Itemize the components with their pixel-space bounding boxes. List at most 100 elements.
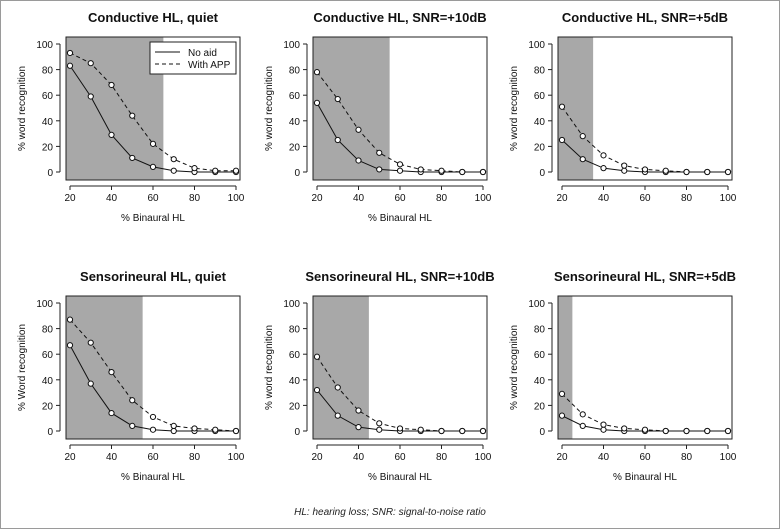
data-point-no-aid <box>66 342 74 349</box>
x-tick-label: 80 <box>189 193 201 204</box>
data-point-with-app <box>396 161 404 168</box>
y-tick-label: 60 <box>289 350 301 361</box>
y-tick-label: 80 <box>42 66 54 77</box>
x-tick-label: 100 <box>720 193 737 204</box>
x-tick-label: 80 <box>189 452 201 463</box>
x-tick-label: 100 <box>475 193 492 204</box>
data-point-with-app <box>662 427 669 435</box>
data-point-with-app <box>479 168 487 176</box>
shaded-region <box>66 37 164 180</box>
x-tick-label: 40 <box>353 452 365 463</box>
data-point-no-aid <box>600 165 607 172</box>
shaded-region <box>313 296 369 439</box>
y-tick-label: 40 <box>534 376 546 387</box>
x-tick-label: 100 <box>228 452 245 463</box>
data-point-no-aid <box>621 167 628 174</box>
chart-title: Conductive HL, SNR=+5dB <box>562 10 728 25</box>
data-point-with-app <box>683 427 690 435</box>
data-point-with-app <box>376 149 383 156</box>
x-tick-label: 60 <box>147 193 159 204</box>
data-point-no-aid <box>129 154 136 162</box>
data-point-with-app <box>212 426 219 433</box>
x-tick-label: 20 <box>64 452 76 463</box>
data-point-with-app <box>438 427 445 435</box>
data-point-with-app <box>704 168 711 176</box>
data-point-with-app <box>212 167 219 174</box>
x-tick-label: 20 <box>556 452 568 463</box>
x-tick-label: 60 <box>394 193 406 204</box>
data-point-with-app <box>724 427 732 435</box>
chart-panel-5: Sensorineural HL, SNR=+10dB 20 40 60 80 100 % … <box>264 269 495 483</box>
y-tick-label: 80 <box>289 66 301 77</box>
x-axis-label: % Binaural HL <box>368 472 432 483</box>
y-axis-label: % word recognition <box>509 325 520 410</box>
x-tick-label: 20 <box>311 193 323 204</box>
data-point-with-app <box>355 126 362 133</box>
plot-frame <box>312 295 488 440</box>
y-tick-label: 60 <box>42 350 54 361</box>
y-tick-label: 0 <box>294 168 300 179</box>
y-tick-label: 40 <box>534 117 546 128</box>
y-tick-label: 40 <box>289 117 301 128</box>
data-point-with-app <box>355 407 362 414</box>
data-point-no-aid <box>87 380 94 387</box>
chart-title: Sensorineural HL, SNR=+10dB <box>305 269 494 284</box>
data-point-no-aid <box>313 386 321 394</box>
data-point-with-app <box>459 168 466 176</box>
shaded-region <box>558 296 573 439</box>
data-point-no-aid <box>66 62 74 69</box>
data-point-with-app <box>662 167 669 174</box>
data-point-no-aid <box>108 131 115 138</box>
y-tick-label: 100 <box>36 40 53 51</box>
data-point-with-app <box>170 156 177 163</box>
data-point-no-aid <box>129 422 136 429</box>
y-tick-label: 80 <box>534 66 546 77</box>
shaded-region <box>66 296 143 439</box>
data-point-no-aid <box>355 424 362 431</box>
y-tick-label: 100 <box>283 299 300 310</box>
y-tick-label: 0 <box>539 168 545 179</box>
x-axis-label: % Binaural HL <box>121 213 185 224</box>
data-point-with-app <box>417 166 424 173</box>
data-point-with-app <box>704 427 711 435</box>
data-point-no-aid <box>149 163 157 170</box>
data-point-with-app <box>232 427 240 435</box>
y-tick-label: 40 <box>289 376 301 387</box>
y-tick-label: 0 <box>539 427 545 438</box>
y-axis-label: % word recognition <box>264 66 275 151</box>
data-point-with-app <box>724 168 732 176</box>
x-axis-label: % Binaural HL <box>613 472 677 483</box>
data-point-with-app <box>129 112 136 119</box>
x-tick-label: 40 <box>106 452 118 463</box>
y-tick-label: 60 <box>534 350 546 361</box>
y-tick-label: 20 <box>289 142 301 153</box>
data-point-with-app <box>376 420 383 427</box>
data-point-with-app <box>313 353 321 360</box>
data-point-with-app <box>87 339 94 346</box>
y-tick-label: 80 <box>42 325 54 336</box>
x-tick-label: 60 <box>639 452 651 463</box>
x-tick-label: 80 <box>436 452 448 463</box>
data-point-with-app <box>108 81 115 89</box>
plot-frame <box>65 36 241 181</box>
chart-panel-1: Conductive HL, quiet 20 40 60 80 100 % Binaura… <box>17 10 245 224</box>
x-tick-label: 60 <box>639 193 651 204</box>
x-tick-label: 40 <box>353 193 365 204</box>
y-axis-label: % word recognition <box>509 66 520 151</box>
data-point-with-app <box>641 166 649 173</box>
plot-frame <box>65 295 241 440</box>
chart-panel-2: Conductive HL, SNR=+10dB 20 40 60 80 100 % Bin… <box>264 10 492 224</box>
data-point-no-aid <box>600 426 607 433</box>
x-tick-label: 40 <box>598 452 610 463</box>
y-tick-label: 20 <box>42 142 54 153</box>
data-point-with-app <box>479 427 487 435</box>
data-point-with-app <box>641 426 649 433</box>
data-point-with-app <box>108 369 115 376</box>
x-tick-label: 40 <box>598 193 610 204</box>
data-point-with-app <box>396 425 404 432</box>
data-point-with-app <box>683 168 690 176</box>
data-point-with-app <box>579 133 586 140</box>
chart-panel-4: Sensorineural HL, quiet 20 40 60 80 100 % Bina… <box>17 269 245 483</box>
x-tick-label: 20 <box>64 193 76 204</box>
